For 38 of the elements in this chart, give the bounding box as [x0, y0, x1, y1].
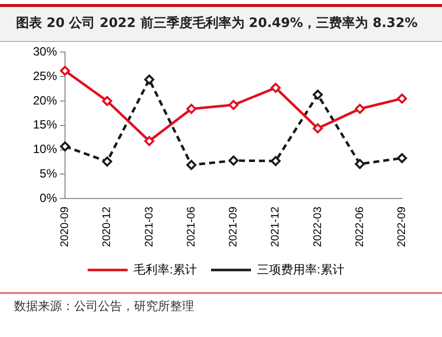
legend-label: 毛利率:累计	[134, 262, 198, 276]
point	[186, 104, 196, 114]
point	[186, 160, 196, 170]
point	[312, 123, 323, 134]
point	[144, 136, 154, 146]
x-tick-label: 2020-12	[101, 206, 114, 248]
x-tick-label: 2020-09	[59, 206, 72, 248]
y-tick-label: 30%	[32, 44, 58, 59]
legend-label: 三项费用率:累计	[257, 262, 344, 276]
y-tick-label: 0%	[40, 190, 58, 205]
point	[102, 96, 112, 106]
point	[60, 141, 70, 152]
point	[397, 153, 407, 164]
x-tick-label: 2021-03	[143, 206, 156, 248]
x-tick-label: 2021-06	[185, 206, 198, 248]
y-tick-label: 25%	[32, 68, 58, 83]
point	[270, 156, 281, 166]
point	[144, 74, 154, 85]
point	[228, 156, 239, 166]
x-tick-label: 2021-09	[228, 206, 240, 248]
x-tick-label: 2021-12	[270, 206, 282, 248]
y-tick-label: 5%	[40, 166, 58, 181]
y-tick-label: 10%	[32, 142, 58, 156]
point	[354, 158, 365, 169]
y-tick-label: 20%	[32, 93, 58, 108]
chart-title: 图表 20 公司 2022 前三季度毛利率为 20.49%，三费率为 8.32%	[0, 4, 442, 42]
point	[397, 94, 407, 104]
x-tick-label: 2022-06	[354, 206, 366, 248]
point	[102, 156, 112, 167]
x-tick-label: 2022-03	[312, 206, 324, 248]
y-tick-label: 15%	[32, 118, 58, 132]
point	[60, 66, 70, 76]
point	[354, 104, 365, 114]
source-note: 数据来源：公司公告，研究所整理	[0, 292, 442, 315]
point	[228, 100, 239, 110]
point	[270, 82, 281, 93]
x-tick-label: 2022-09	[396, 206, 408, 248]
point	[312, 90, 323, 100]
